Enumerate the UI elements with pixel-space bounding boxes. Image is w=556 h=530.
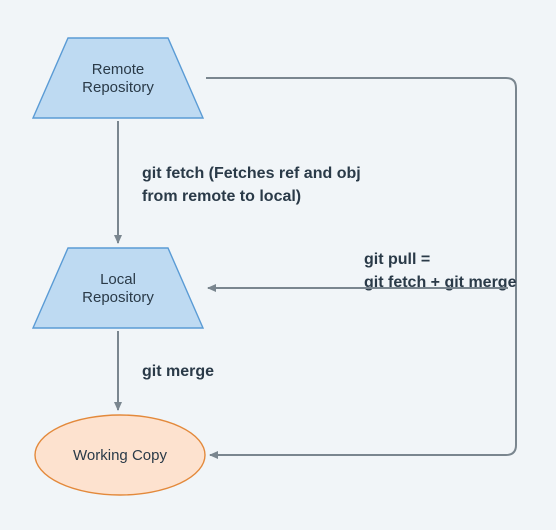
edge-pull-label-1: git pull =: [364, 251, 430, 268]
git-pull-diagram: git fetch (Fetches ref and obj from remo…: [0, 0, 556, 530]
working-copy-label: Working Copy: [73, 447, 167, 464]
remote-repository-label-2: Repository: [82, 79, 154, 96]
edge-merge-label: git merge: [142, 363, 214, 380]
edge-fetch-label-2: from remote to local): [142, 188, 301, 205]
remote-repository-label-1: Remote: [92, 61, 145, 78]
edge-fetch-label-1: git fetch (Fetches ref and obj: [142, 165, 361, 182]
local-repository-label-2: Repository: [82, 289, 154, 306]
edge-pull: [206, 78, 516, 455]
local-repository-label-1: Local: [100, 271, 136, 288]
